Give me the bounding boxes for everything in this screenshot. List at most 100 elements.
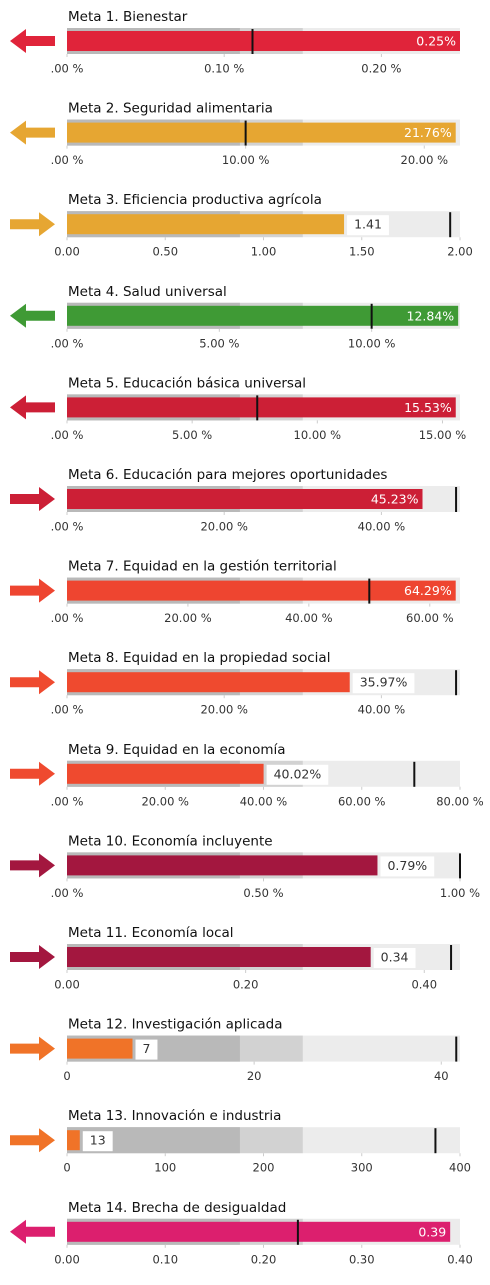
x-tick-label: 1.00 [251, 245, 277, 259]
x-tick-label: .00 % [51, 611, 84, 625]
chart-title: Meta 3. Eficiencia productiva agrícola [68, 192, 322, 208]
chart-title: Meta 11. Economía local [68, 925, 234, 941]
direction-arrow [10, 1128, 55, 1153]
x-tick-label: 5.00 % [199, 336, 239, 350]
value-bar [67, 122, 456, 143]
x-tick-label: 20.00 % [401, 153, 449, 167]
x-tick-label: 0.20 % [361, 62, 401, 76]
value-bar [67, 1130, 80, 1151]
value-label: 21.76% [404, 125, 452, 140]
direction-arrow [10, 303, 55, 328]
value-bar [67, 305, 459, 326]
x-tick-label: 40 [434, 1069, 449, 1083]
direction-arrow [10, 1036, 55, 1061]
value-label: 35.97% [360, 675, 408, 690]
x-tick-label: 20.00 % [141, 794, 189, 808]
chart-title: Meta 8. Equidad en la propiedad social [68, 650, 330, 666]
x-tick-label: 5.00 % [172, 428, 212, 442]
value-bar [67, 489, 423, 509]
x-tick-label: 400 [449, 1161, 471, 1175]
x-tick-label: 100 [154, 1161, 176, 1175]
chart-title: Meta 10. Economía incluyente [68, 833, 273, 849]
value-label: 40.02% [274, 766, 322, 781]
x-tick-label: 60.00 % [338, 794, 386, 808]
x-tick-label: 10.00 % [222, 153, 270, 167]
value-label: 0.25% [416, 34, 456, 49]
x-tick-label: 0.50 % [243, 886, 283, 900]
direction-arrow [10, 212, 55, 237]
chart-title: Meta 1. Bienestar [68, 9, 188, 25]
x-tick-label: 40.00 % [240, 794, 288, 808]
x-tick-label: 40.00 % [285, 611, 333, 625]
value-bar [67, 672, 350, 693]
value-label: 13 [90, 1133, 106, 1148]
x-tick-label: 0.10 % [204, 62, 244, 76]
x-tick-label: .00 % [51, 886, 84, 900]
value-label-box [135, 1039, 158, 1060]
x-tick-label: 20.00 % [200, 520, 248, 534]
value-bar [67, 31, 460, 51]
chart-title: Meta 12. Investigación aplicada [68, 1017, 282, 1033]
value-label: 64.29% [404, 583, 452, 598]
value-label-box [266, 764, 329, 785]
x-tick-label: 0.00 [54, 978, 80, 992]
direction-arrow [10, 578, 55, 603]
value-label: 7 [143, 1041, 151, 1056]
chart-title: Meta 7. Equidad en la gestión territoria… [68, 559, 337, 575]
x-tick-label: .00 % [51, 336, 84, 350]
value-label-box [352, 673, 415, 694]
value-label: 45.23% [371, 492, 419, 507]
direction-arrow [10, 29, 55, 53]
x-tick-label: .00 % [51, 428, 84, 442]
value-bar [67, 580, 456, 601]
x-tick-label: .00 % [51, 153, 84, 167]
x-tick-label: 0.40 [447, 1252, 473, 1266]
x-tick-label: 10.00 % [294, 428, 342, 442]
x-tick-label: .00 % [51, 794, 84, 808]
chart-title: Meta 14. Brecha de desigualdad [68, 1200, 286, 1216]
x-tick-label: 1.50 [349, 245, 375, 259]
value-bar [67, 763, 264, 784]
value-bar [67, 397, 456, 418]
x-tick-label: 0.30 [349, 1252, 375, 1266]
x-tick-label: 80.00 % [436, 794, 484, 808]
x-tick-label: 40.00 % [358, 520, 406, 534]
direction-arrow [10, 945, 55, 969]
x-tick-label: 0 [63, 1161, 70, 1175]
direction-arrow [10, 1219, 55, 1244]
x-tick-label: 15.00 % [419, 428, 467, 442]
value-label-box [380, 856, 435, 877]
chart-title: Meta 9. Equidad en la economía [68, 742, 286, 758]
x-tick-label: 20 [247, 1069, 262, 1083]
value-label-box [347, 215, 389, 236]
x-tick-label: 20.00 % [200, 703, 248, 717]
value-label: 0.34 [381, 950, 409, 965]
chart-title: Meta 6. Educación para mejores oportunid… [68, 467, 387, 483]
x-tick-label: 300 [351, 1161, 373, 1175]
value-bar [67, 1038, 133, 1059]
direction-arrow [10, 395, 55, 420]
x-tick-label: 0.20 [233, 978, 259, 992]
value-label: 12.84% [407, 308, 455, 323]
x-tick-label: 0.00 [54, 1252, 80, 1266]
direction-arrow [10, 853, 55, 878]
value-label-box [82, 1131, 113, 1152]
x-tick-label: 0.50 [152, 245, 178, 259]
x-tick-label: 0 [63, 1069, 70, 1083]
x-tick-label: .00 % [51, 62, 84, 76]
x-tick-label: 0.40 [411, 978, 437, 992]
value-bar [67, 1221, 451, 1242]
direction-arrow [10, 487, 55, 511]
direction-arrow [10, 670, 55, 695]
value-label-box [373, 948, 416, 968]
x-tick-label: 40.00 % [358, 703, 406, 717]
x-tick-label: 60.00 % [406, 611, 454, 625]
chart-title: Meta 5. Educación básica universal [68, 375, 306, 391]
value-label: 0.79% [387, 858, 427, 873]
chart-title: Meta 4. Salud universal [68, 284, 227, 300]
value-label: 1.41 [354, 217, 382, 232]
x-tick-label: 0.00 [54, 245, 80, 259]
x-tick-label: 200 [253, 1161, 275, 1175]
x-tick-label: 0.20 [251, 1252, 277, 1266]
